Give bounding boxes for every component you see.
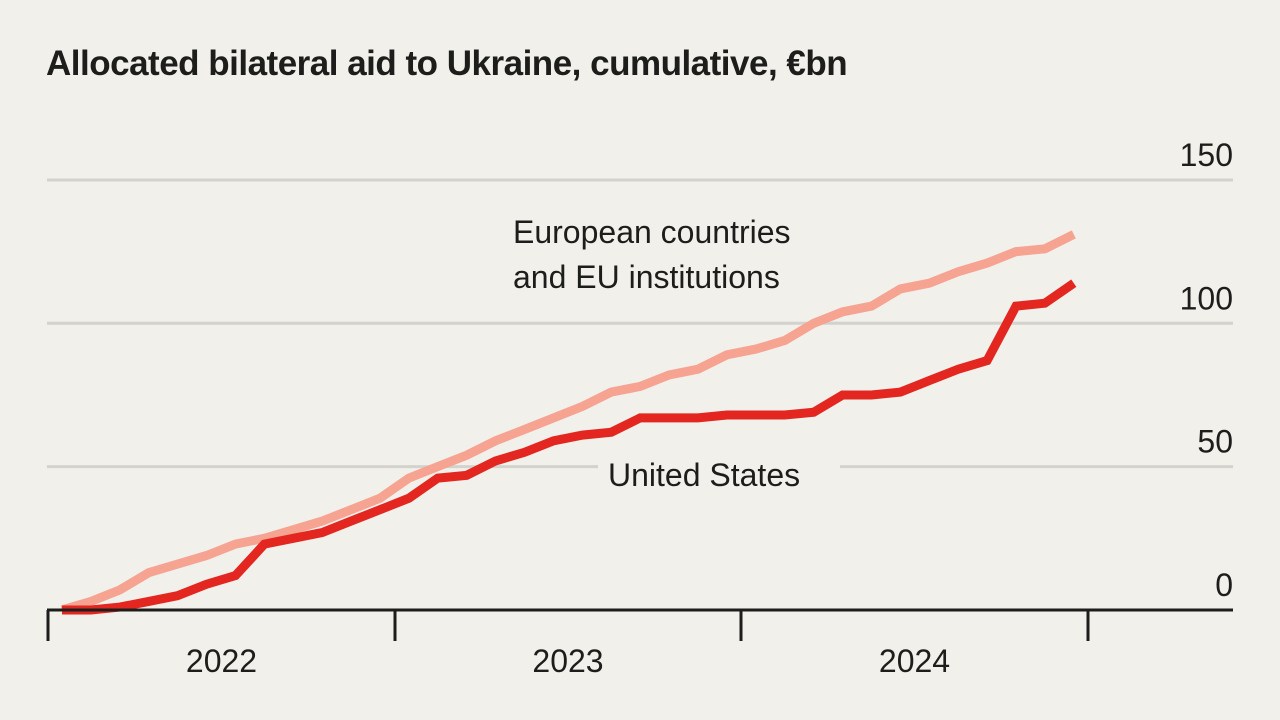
- chart-title: Allocated bilateral aid to Ukraine, cumu…: [46, 44, 848, 83]
- series-line-united-states: [62, 279, 1077, 615]
- label-background: [598, 450, 840, 496]
- series-label-united-states: United States: [608, 457, 800, 493]
- y-tick-label: 50: [1197, 424, 1233, 460]
- y-tick-label: 150: [1180, 137, 1233, 173]
- y-tick-label: 100: [1180, 280, 1233, 316]
- x-tick-label: 2022: [186, 643, 257, 679]
- x-tick-label: 2024: [879, 643, 950, 679]
- y-tick-label: 0: [1215, 567, 1233, 603]
- series-label-europe: European countries: [513, 214, 791, 250]
- x-tick-label: 2023: [532, 643, 603, 679]
- series-line-europe: [60, 230, 1076, 615]
- series-label-europe: and EU institutions: [513, 259, 780, 295]
